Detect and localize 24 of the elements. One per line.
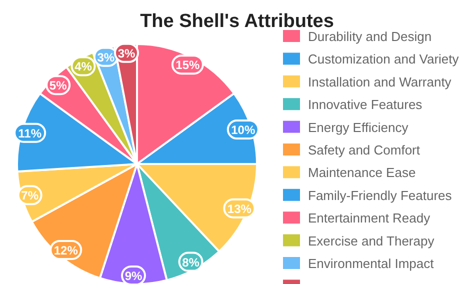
- legend-label: Exercise and Therapy: [308, 233, 435, 248]
- data-label: 3%: [118, 46, 136, 60]
- data-label: 7%: [21, 188, 39, 203]
- legend-label: Maintenance Ease: [308, 165, 416, 180]
- legend-label: Safety and Comfort: [308, 142, 420, 158]
- legend-label: Entertainment Ready: [308, 210, 431, 226]
- legend-label: Customization and Variety: [308, 52, 460, 67]
- data-label: 10%: [231, 123, 256, 138]
- data-label: 15%: [176, 58, 200, 72]
- data-label: 3%: [97, 50, 115, 64]
- legend-label: Durability and Design: [308, 29, 432, 44]
- data-label: 13%: [227, 202, 252, 216]
- data-label: 12%: [54, 243, 78, 258]
- data-label: 4%: [74, 60, 92, 74]
- legend-label: Installation and Warranty: [308, 74, 452, 90]
- data-label: 5%: [49, 78, 68, 93]
- legend-label: Energy Efficiency: [308, 120, 409, 135]
- data-label: 8%: [182, 255, 200, 270]
- data-label: 11%: [18, 126, 42, 140]
- data-label: 9%: [124, 269, 142, 284]
- legend-label: Family-Friendly Features: [308, 188, 452, 203]
- legend-label: Innovative Features: [308, 97, 423, 112]
- chart-title: The Shell's Attributes: [140, 11, 334, 32]
- legend-label: Environmental Impact: [308, 256, 434, 271]
